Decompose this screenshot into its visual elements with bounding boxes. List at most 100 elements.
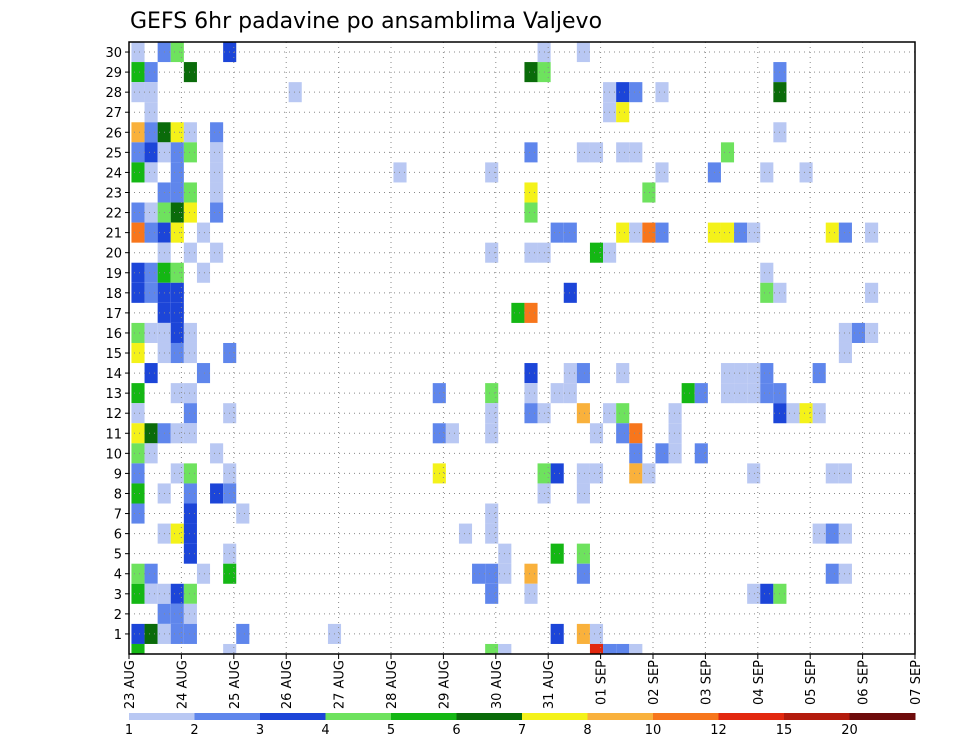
heatmap-cell	[694, 443, 708, 464]
legend-swatch	[587, 713, 654, 720]
heatmap-cell	[144, 563, 158, 584]
heatmap-cell	[485, 403, 499, 424]
heatmap-cell	[131, 583, 145, 604]
heatmap-cell	[865, 282, 879, 303]
heatmap-cell	[589, 142, 604, 163]
heatmap-cell	[576, 483, 590, 504]
heatmap-cell	[655, 443, 669, 464]
heatmap-cell	[524, 242, 538, 263]
heatmap-cell	[170, 342, 184, 364]
heatmap-cell	[524, 182, 538, 203]
heatmap-cell	[734, 363, 748, 384]
heatmap-cell	[616, 222, 630, 243]
heatmap-cell	[183, 523, 197, 544]
y-tick-label: 24	[105, 166, 122, 181]
heatmap-cell	[589, 623, 604, 644]
heatmap-cell	[170, 122, 184, 143]
grid-lines	[129, 42, 915, 654]
heatmap-cell	[144, 363, 158, 384]
heatmap-cell	[760, 383, 774, 404]
heatmap-cell	[170, 603, 184, 624]
heatmap-cell	[838, 342, 852, 364]
heatmap-cell	[131, 483, 145, 504]
heatmap-cell	[144, 262, 158, 283]
heatmap-cell	[131, 202, 145, 223]
y-tick-label: 7	[114, 508, 122, 523]
x-tick-label: 28 AUG	[385, 660, 400, 709]
x-tick-label: 26 AUG	[280, 660, 295, 709]
heatmap-cell	[838, 563, 852, 584]
heatmap-cell	[210, 182, 224, 203]
heatmap-cell	[183, 182, 197, 203]
heatmap-cell	[170, 282, 184, 303]
heatmap-cell	[131, 62, 145, 83]
heatmap-cell	[747, 383, 761, 404]
heatmap-cell	[170, 583, 184, 604]
heatmap-cell	[170, 623, 184, 644]
heatmap-cell	[485, 643, 499, 654]
y-tick-label: 27	[105, 106, 122, 121]
heatmap-cell	[681, 383, 695, 404]
heatmap-cell	[498, 643, 512, 654]
heatmap-cell	[170, 142, 184, 163]
legend-label: 10	[645, 723, 662, 738]
heatmap-cell	[524, 403, 538, 424]
legend-label: 2	[190, 723, 198, 738]
heatmap-cell	[210, 122, 224, 143]
heatmap-cell	[616, 403, 630, 424]
legend-swatch	[260, 713, 326, 720]
heatmap-cell	[485, 423, 499, 444]
y-tick-label: 1	[114, 628, 122, 643]
x-tick-label: 31 AUG	[542, 660, 557, 709]
heatmap-cell	[655, 222, 669, 243]
legend-label: 1	[125, 723, 133, 738]
heatmap-cell	[144, 583, 158, 604]
heatmap-cell	[144, 282, 158, 303]
heatmap-cell	[576, 563, 590, 584]
heatmap-cell	[183, 483, 197, 504]
heatmap-cell	[576, 463, 590, 484]
y-tick-label: 26	[105, 126, 122, 141]
heatmap-cell	[720, 363, 735, 384]
heatmap-cell	[131, 42, 145, 63]
heatmap-cell	[629, 643, 643, 654]
heatmap-cell	[825, 523, 839, 544]
y-tick-label: 18	[105, 287, 122, 302]
legend-label: 3	[256, 723, 264, 738]
x-axis-labels: 23 AUG 24 AUG 25 AUG 26 AUG 27 AUG 28 AUG 29 A…	[123, 654, 924, 709]
heatmap-cell	[485, 162, 499, 183]
heatmap-cell	[144, 122, 158, 143]
heatmap-cell	[183, 122, 197, 143]
heatmap-cell	[589, 643, 604, 654]
heatmap-cell	[485, 583, 499, 604]
heatmap-cell	[865, 222, 879, 243]
heatmap-cell	[485, 383, 499, 404]
legend-label: 12	[710, 723, 727, 738]
heatmap-cell	[445, 423, 459, 444]
legend-swatch	[325, 713, 392, 720]
heatmap-cell	[838, 523, 852, 544]
heatmap-cell	[210, 142, 224, 163]
heatmap-cell	[131, 443, 145, 464]
x-tick-label: 05 SEP	[804, 660, 819, 705]
y-tick-label: 29	[105, 66, 122, 81]
heatmap-cell	[524, 563, 538, 584]
heatmap-cell	[196, 222, 211, 243]
heatmap-cell	[799, 162, 813, 183]
y-tick-label: 28	[105, 86, 122, 101]
heatmap-cell	[642, 182, 656, 203]
heatmap-cell	[629, 423, 643, 444]
heatmap-cell	[183, 62, 197, 83]
heatmap-cell	[563, 363, 577, 384]
heatmap-cell	[131, 262, 145, 283]
y-tick-label: 14	[105, 367, 122, 382]
heatmap-cell	[720, 142, 735, 163]
y-tick-label: 6	[114, 528, 122, 543]
heatmap-cell	[642, 222, 656, 243]
y-tick-label: 11	[105, 427, 122, 442]
heatmap-cell	[196, 563, 211, 584]
y-tick-label: 23	[105, 186, 122, 201]
x-tick-label: 04 SEP	[752, 660, 767, 705]
legend-swatch	[784, 713, 850, 720]
